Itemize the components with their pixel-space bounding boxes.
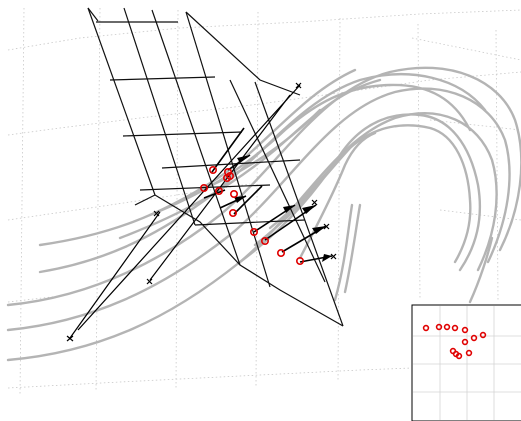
inset-markers bbox=[422, 323, 487, 360]
streamlines bbox=[6, 66, 521, 362]
inset-panel bbox=[411, 304, 521, 421]
particle-markers bbox=[200, 166, 304, 265]
velocity-arrows bbox=[203, 127, 337, 263]
